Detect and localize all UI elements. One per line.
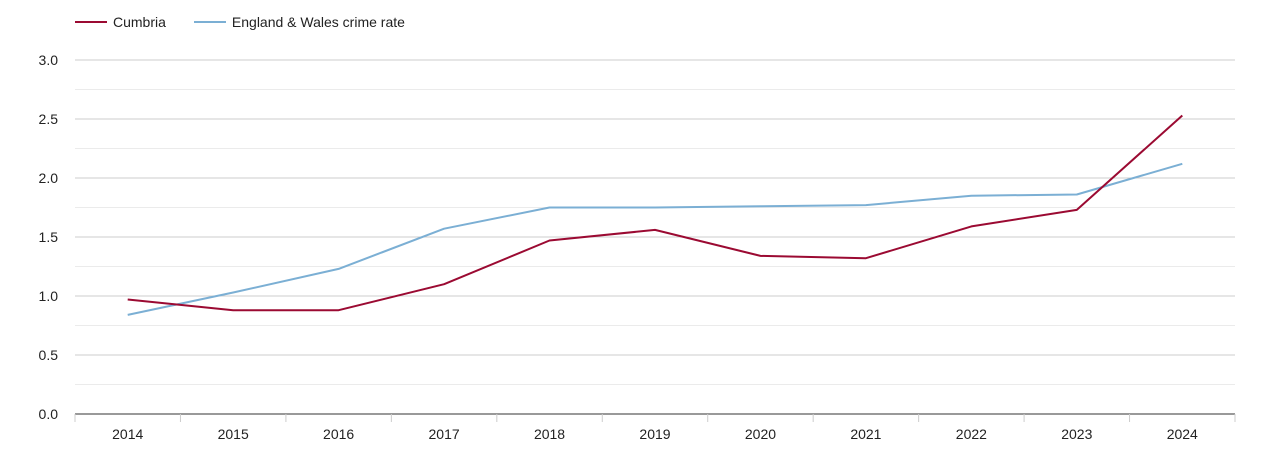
data-point-england-wales-crime-rate[interactable] (1178, 160, 1186, 168)
x-tick-label: 2014 (112, 426, 143, 442)
series-line-cumbria (127, 114, 1183, 312)
data-point-cumbria[interactable] (967, 222, 975, 230)
data-point-england-wales-crime-rate[interactable] (124, 311, 132, 319)
y-tick-label: 0.5 (39, 347, 59, 363)
data-point-cumbria[interactable] (440, 280, 448, 288)
data-point-england-wales-crime-rate[interactable] (651, 204, 659, 212)
x-tick-label: 2018 (534, 426, 565, 442)
data-point-england-wales-crime-rate[interactable] (229, 288, 237, 296)
series-line-england-wales-crime-rate (127, 162, 1183, 316)
y-tick-label: 1.5 (39, 229, 59, 245)
data-point-cumbria[interactable] (1073, 206, 1081, 214)
x-tick-label: 2024 (1167, 426, 1198, 442)
y-tick-label: 2.5 (39, 111, 59, 127)
x-tick-label: 2019 (639, 426, 670, 442)
data-point-cumbria[interactable] (546, 237, 554, 245)
x-tick-label: 2023 (1061, 426, 1092, 442)
y-tick-label: 1.0 (39, 288, 59, 304)
data-point-england-wales-crime-rate[interactable] (756, 202, 764, 210)
data-point-cumbria[interactable] (651, 226, 659, 234)
data-point-england-wales-crime-rate[interactable] (335, 265, 343, 273)
y-tick-label: 3.0 (39, 52, 59, 68)
data-point-cumbria[interactable] (229, 306, 237, 314)
data-point-england-wales-crime-rate[interactable] (440, 225, 448, 233)
x-tick-label: 2022 (956, 426, 987, 442)
data-point-england-wales-crime-rate[interactable] (967, 192, 975, 200)
y-tick-label: 2.0 (39, 170, 59, 186)
legend-swatch-england-wales (193, 21, 226, 23)
data-point-cumbria[interactable] (862, 254, 870, 262)
data-point-cumbria[interactable] (756, 252, 764, 260)
legend-item-cumbria[interactable]: Cumbria (75, 14, 166, 30)
legend-swatch-cumbria (75, 21, 107, 23)
data-point-england-wales-crime-rate[interactable] (862, 201, 870, 209)
data-point-england-wales-crime-rate[interactable] (1073, 191, 1081, 199)
legend-item-england-wales[interactable]: England & Wales crime rate (193, 14, 405, 30)
y-tick-label: 0.0 (39, 406, 59, 422)
legend: Cumbria England & Wales crime rate (75, 14, 433, 30)
legend-label-england-wales: England & Wales crime rate (231, 14, 405, 30)
x-tick-label: 2016 (323, 426, 354, 442)
data-point-england-wales-crime-rate[interactable] (546, 204, 554, 212)
data-point-cumbria[interactable] (335, 306, 343, 314)
data-point-cumbria[interactable] (124, 296, 132, 304)
x-tick-label: 2021 (850, 426, 881, 442)
x-tick-label: 2020 (745, 426, 776, 442)
data-point-cumbria[interactable] (1178, 111, 1186, 119)
legend-label-cumbria: Cumbria (113, 14, 166, 30)
x-tick-label: 2015 (218, 426, 249, 442)
x-tick-label: 2017 (429, 426, 460, 442)
